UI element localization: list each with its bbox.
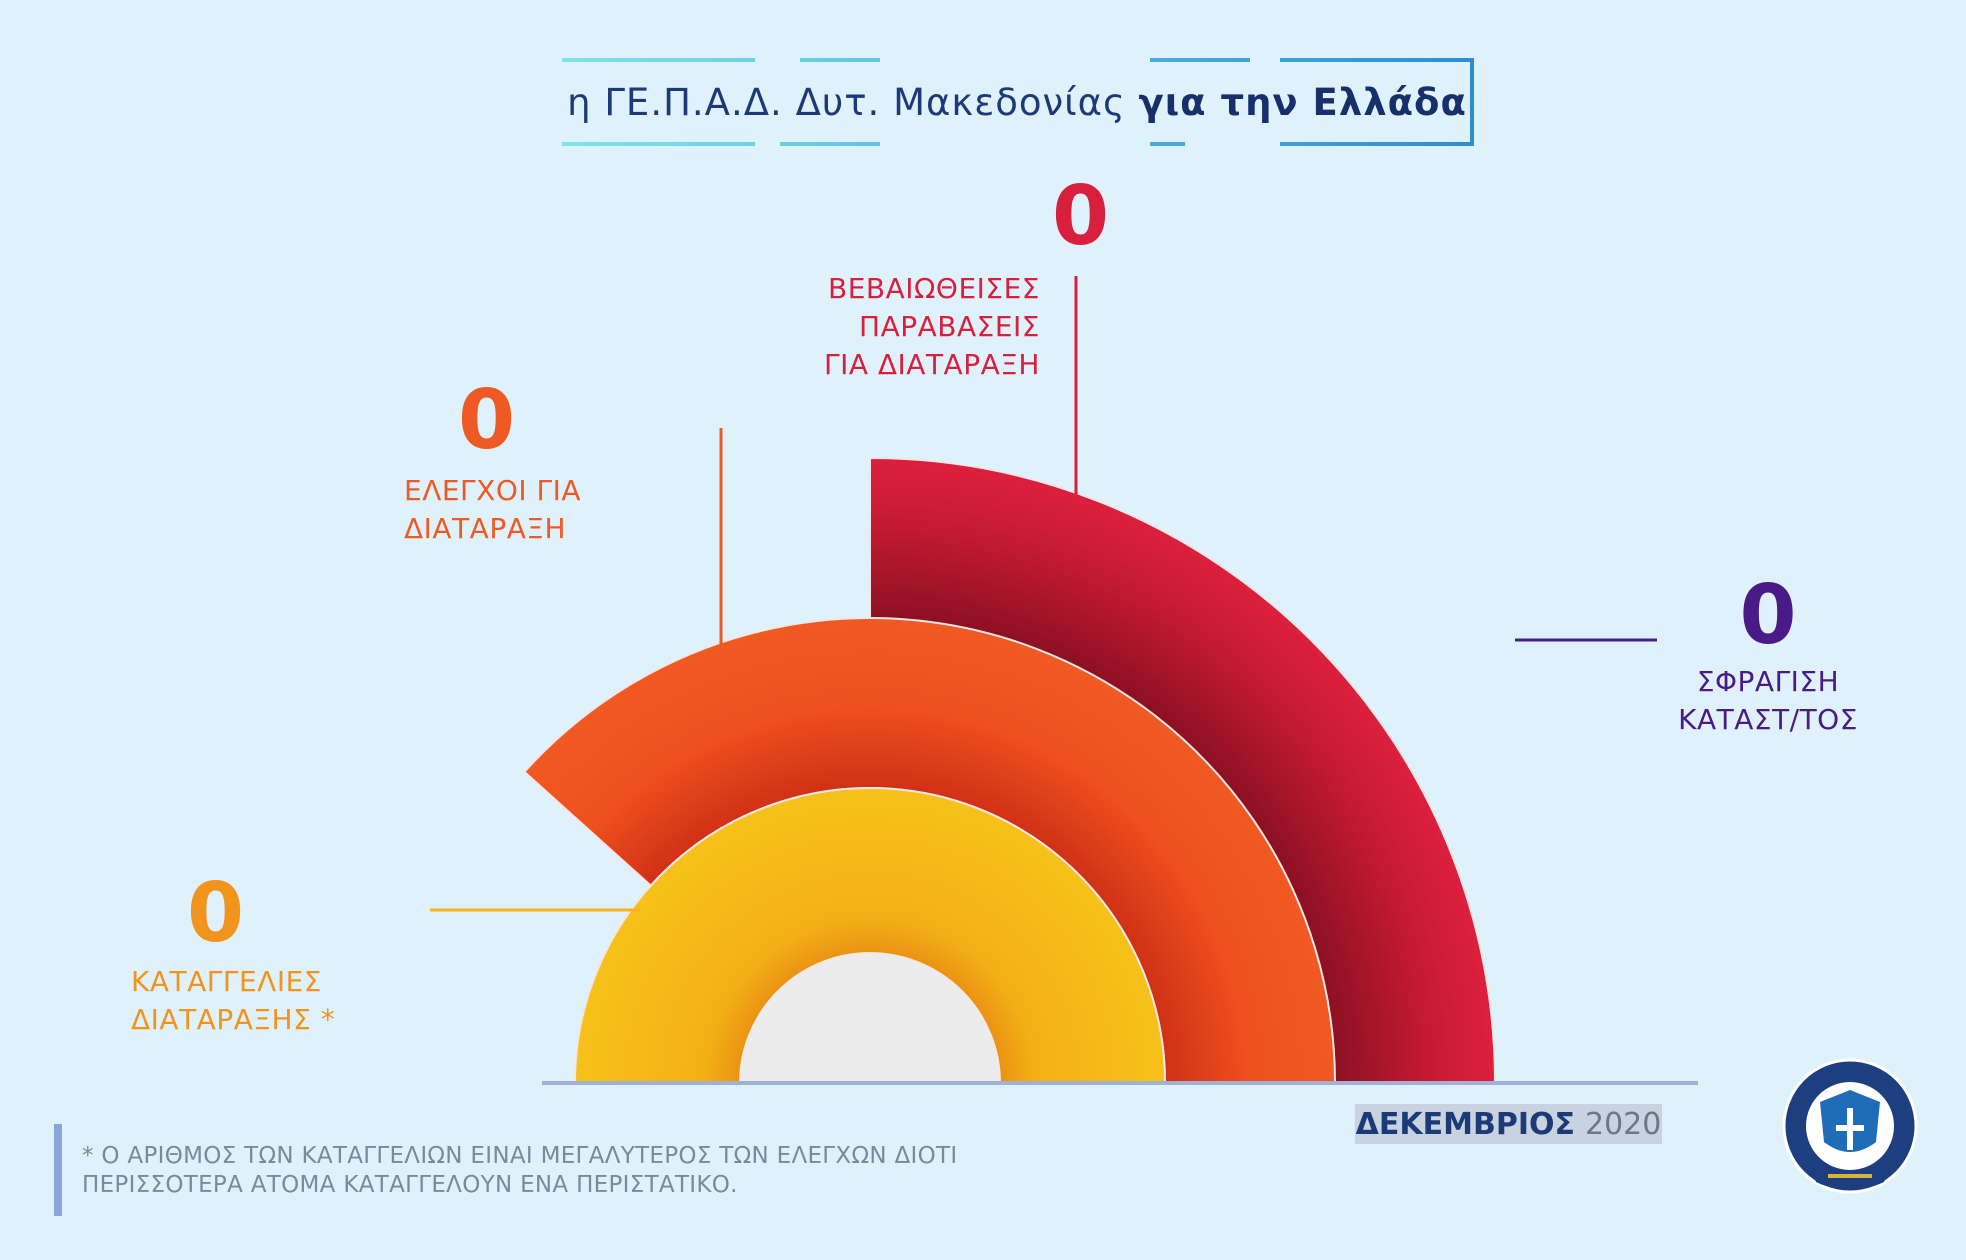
- date-year: 2020: [1584, 1106, 1662, 1142]
- series-label-sealing: ΣΦΡΑΓΙΣΗ ΚΑΤΑΣΤ/ΤΟΣ: [1678, 665, 1858, 736]
- police-emblem-icon: [1782, 1058, 1918, 1194]
- footnote-text: * Ο ΑΡΙΘΜΟΣ ΤΩΝ ΚΑΤΑΓΓΕΛΙΩΝ ΕΙΝΑΙ ΜΕΓΑΛΥ…: [82, 1143, 958, 1198]
- data-label-sealing: 0: [1739, 568, 1797, 663]
- series-label-violations: ΒΕΒΑΙΩΘΕΙΣΕΣ ΠΑΡΑΒΑΣΕΙΣ ΓΙΑ ΔΙΑΤΑΡΑΞΗ: [823, 272, 1040, 381]
- series-label-complaints: ΚΑΤΑΓΓΕΛΙΕΣ ΔΙΑΤΑΡΑΞΗΣ *: [131, 965, 336, 1036]
- date-badge: ΔΕΚΕΜΒΡΙΟΣ 2020: [1355, 1104, 1662, 1144]
- callout-sealing: 0 ΣΦΡΑΓΙΣΗ ΚΑΤΑΣΤ/ΤΟΣ: [1678, 575, 1858, 739]
- date-month: ΔΕΚΕΜΒΡΙΟΣ: [1355, 1106, 1575, 1142]
- chart-title: η ΓΕ.Π.Α.Δ. Δυτ. Μακεδονίας για την Ελλά…: [562, 60, 1472, 144]
- leader-lines: [430, 276, 1657, 912]
- series-label-checks: ΕΛΕΓΧΟΙ ΓΙΑ ΔΙΑΤΑΡΑΞΗ: [404, 474, 582, 545]
- title-frame: [562, 58, 1474, 146]
- data-label-violations: 0: [1052, 169, 1110, 264]
- title-regular: η ΓΕ.Π.Α.Δ. Δυτ. Μακεδονίας: [567, 80, 1126, 124]
- data-label-checks: 0: [458, 373, 516, 468]
- footnote-accent-bar: [54, 1124, 62, 1216]
- callout-violations: 0 ΒΕΒΑΙΩΘΕΙΣΕΣ ΠΑΡΑΒΑΣΕΙΣ ΓΙΑ ΔΙΑΤΑΡΑΞΗ: [820, 176, 1109, 384]
- callout-complaints: 0 ΚΑΤΑΓΓΕΛΙΕΣ ΔΙΑΤΑΡΑΞΗΣ *: [131, 873, 335, 1039]
- radial-bars: [523, 456, 1497, 1084]
- data-label-complaints: 0: [187, 866, 245, 961]
- callout-checks: 0 ΕΛΕΓΧΟΙ ΓΙΑ ΔΙΑΤΑΡΑΞΗ: [404, 380, 581, 548]
- title-bold: για την Ελλάδα: [1138, 80, 1467, 124]
- radial-hub: [740, 953, 1000, 1083]
